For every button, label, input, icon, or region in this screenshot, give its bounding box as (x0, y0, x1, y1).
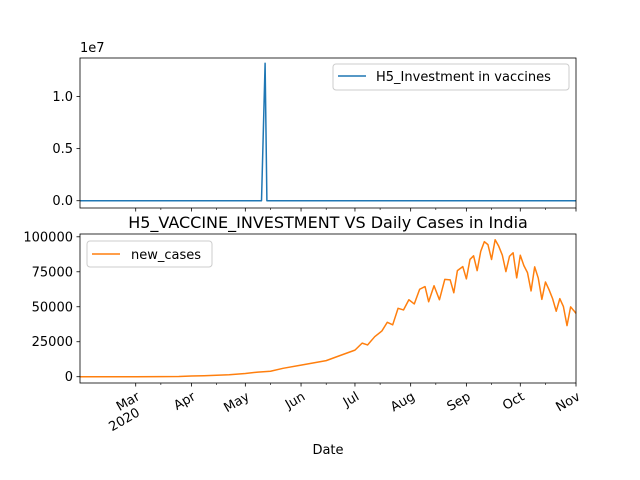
bottom-subplot-title: H5_VACCINE_INVESTMENT VS Daily Cases in … (128, 213, 528, 233)
bottom-legend: new_cases (86, 240, 213, 268)
top-legend: H5_Investment in vaccines (332, 63, 570, 91)
top-series-line-0 (80, 62, 576, 202)
bottom-y-axis: 0 25000 50000 75000 100000 (23, 230, 80, 385)
bottom-legend-frame (86, 240, 213, 268)
bottom-series-lines (80, 238, 577, 378)
top-y-axis: 0.0 0.5 1.0 (52, 90, 80, 209)
bottom-y-tick-label: 50000 (32, 300, 73, 315)
top-x-axis (135, 208, 577, 212)
bottom-y-tick-label: 0 (65, 370, 73, 385)
top-series-lines (80, 62, 576, 202)
bottom-y-tick-label: 75000 (32, 265, 73, 280)
top-legend-frame (332, 63, 570, 91)
x-axis-label: Date (312, 443, 343, 458)
top-y-offset-label: 1e7 (80, 41, 105, 56)
bottom-legend-label: new_cases (131, 248, 201, 263)
top-y-tick-label: 0.0 (52, 194, 73, 209)
top-legend-label: H5_Investment in vaccines (376, 70, 551, 85)
top-y-tick-label: 0.5 (52, 142, 73, 157)
bottom-axes-frame (79, 233, 577, 384)
bottom-y-tick-label: 25000 (32, 335, 73, 350)
top-axes-frame (79, 57, 577, 209)
top-subplot: 0.0 0.5 1.0 1e7 H5_Investment in vaccines (52, 41, 577, 212)
bottom-y-tick-label: 100000 (23, 230, 73, 245)
bottom-x-tick-label: Jul (340, 389, 362, 410)
bottom-series-line-0 (80, 238, 577, 378)
top-y-tick-label: 1.0 (52, 90, 73, 105)
